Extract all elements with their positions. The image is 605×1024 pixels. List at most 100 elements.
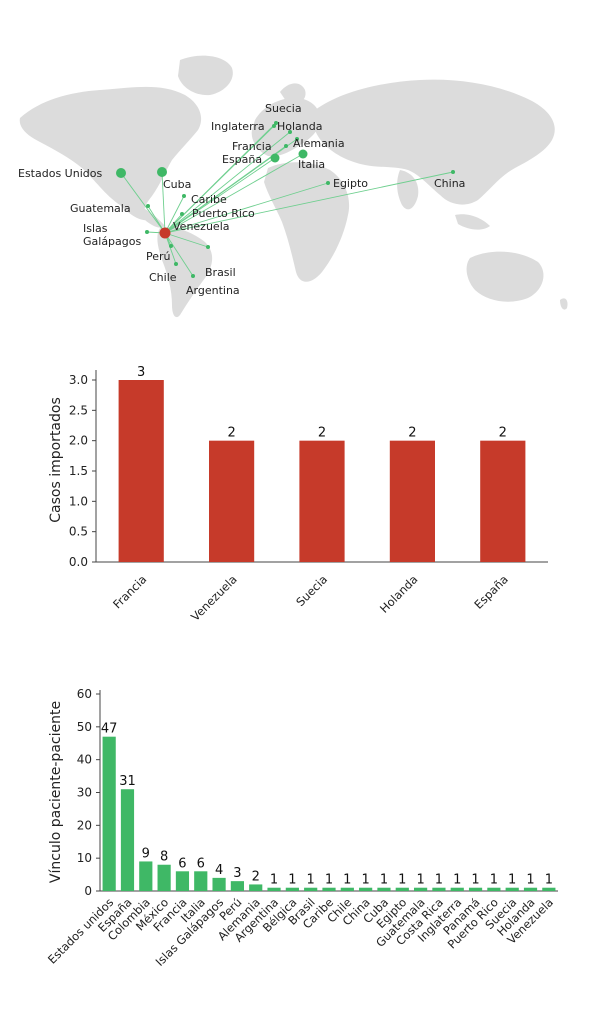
chart2-value-label: 1 [343, 873, 351, 888]
chart2-value-label: 1 [453, 873, 461, 888]
map-marker-peru [169, 244, 173, 248]
chart2-value-label: 1 [270, 873, 278, 888]
chart2-bar-venezuela [542, 887, 556, 891]
map-label-guatemala: Guatemala [70, 202, 131, 215]
chart2-value-label: 47 [101, 722, 118, 737]
chart2-value-label: 1 [307, 873, 315, 888]
chart1-ytick-label: 0.5 [69, 525, 88, 539]
chart2-bar-colombia [139, 861, 153, 891]
chart2-ytick-label: 60 [77, 687, 92, 701]
map-marker-francia [284, 144, 288, 148]
chart2-bar-estados-unidos [102, 736, 116, 891]
chart2-ytick-label: 40 [77, 753, 92, 767]
map-line-espana [164, 157, 276, 234]
chart2-ytick-label: 30 [77, 786, 92, 800]
chart1-ytick-label: 2.5 [69, 403, 88, 417]
chart2-value-label: 1 [361, 873, 369, 888]
chart1-ytick-label: 1.5 [69, 464, 88, 478]
chart2-value-label: 1 [508, 873, 516, 888]
chart2-bar-espana [120, 789, 135, 891]
chart2-value-label: 1 [380, 873, 388, 888]
map-label-espana: España [222, 153, 262, 166]
chart2-bar-holanda [523, 887, 538, 891]
map-label-chile: Chile [149, 271, 177, 284]
chart1-bar-suecia [299, 440, 345, 562]
chart2-value-label: 1 [471, 873, 479, 888]
chart1-category-label: Venezuela [188, 572, 240, 624]
map-marker-caribe [182, 194, 186, 198]
chart1-ytick-label: 3.0 [69, 373, 88, 387]
chart2-value-label: 1 [416, 873, 424, 888]
map-label-egipto: Egipto [333, 177, 368, 190]
map-marker-venezuela [159, 227, 171, 239]
chart2-value-label: 1 [490, 873, 498, 888]
map-label-peru: Perú [146, 250, 171, 263]
chart2-ytick-label: 20 [77, 818, 92, 832]
chart2-bar-china [359, 887, 373, 891]
map-label-estados-unidos: Estados Unidos [18, 167, 102, 180]
chart1-bar-espana [480, 440, 526, 562]
map-label-venezuela: Venezuela [173, 220, 230, 233]
chart2-bar-belgica [285, 887, 299, 891]
map-line-caribe [164, 195, 185, 234]
chart2-bar-inglaterra [450, 887, 464, 891]
map-marker-china [451, 170, 455, 174]
chart2-bar-guatemala [414, 887, 428, 891]
map-marker-islas-galapagos [145, 230, 149, 234]
patient-link-chart: Vínculo paciente-paciente 0102030405060 … [45, 687, 558, 969]
chart2-bar-caribe [322, 887, 336, 891]
map-label-suecia: Suecia [265, 102, 302, 115]
chart2-value-label: 1 [435, 873, 443, 888]
chart2-value-label: 31 [119, 774, 136, 789]
chart1-category-label: Francia [110, 572, 149, 611]
chart2-value-label: 9 [142, 846, 150, 861]
chart2-bar-panama [468, 887, 483, 891]
chart1-ytick-label: 0.0 [69, 555, 88, 569]
chart2-bar-alemania [249, 884, 263, 891]
map-marker-egipto [326, 181, 330, 185]
map-label-puerto-rico: Puerto Rico [192, 207, 255, 220]
map-label-brasil: Brasil [205, 266, 236, 279]
map-marker-puerto-rico [180, 212, 184, 216]
map-marker-brasil [206, 245, 210, 249]
chart2-bar-mexico [157, 864, 171, 891]
map-marker-chile [174, 262, 178, 266]
chart2-bar-puerto-rico [487, 887, 501, 891]
chart2-bar-costa-rica [432, 887, 446, 891]
chart2-value-label: 8 [160, 850, 168, 865]
chart1-ytick-label: 2.0 [69, 434, 88, 448]
chart2-bar-cuba [377, 887, 391, 891]
map-line-brasil [164, 232, 209, 248]
map-label-italia: Italia [298, 158, 325, 171]
map-marker-inglaterra [272, 124, 276, 128]
chart2-value-label: 1 [325, 873, 333, 888]
chart2-value-label: 1 [288, 873, 296, 888]
map-land [19, 55, 568, 318]
chart1-bar-venezuela [209, 440, 255, 562]
map-marker-alemania [295, 137, 299, 141]
map-label-islas-galapagos: Islas Galápagos [83, 222, 141, 248]
chart1-ytick-label: 1.0 [69, 494, 88, 508]
chart2-value-label: 6 [197, 856, 205, 871]
map-label-caribe: Caribe [191, 193, 227, 206]
chart2-value-label: 1 [545, 873, 553, 888]
map-line-china [164, 171, 454, 234]
chart1-value-label: 2 [408, 426, 416, 441]
map-label-francia: Francia [232, 140, 272, 153]
chart2-bar-brasil [304, 887, 318, 891]
chart2-bar-suecia [505, 887, 519, 891]
chart1-category-label: Suecia [293, 572, 330, 609]
chart2-ytick-label: 50 [77, 720, 92, 734]
map-marker-argentina [191, 274, 195, 278]
chart2-value-label: 6 [178, 856, 186, 871]
chart2-ytick-label: 10 [77, 851, 92, 865]
map-marker-guatemala [146, 204, 150, 208]
chart1-value-label: 2 [499, 426, 507, 441]
map-marker-estados-unidos [116, 168, 126, 178]
map-line-cuba [161, 171, 166, 234]
map-line-argentina [164, 232, 194, 277]
map-line-italia [164, 153, 304, 234]
